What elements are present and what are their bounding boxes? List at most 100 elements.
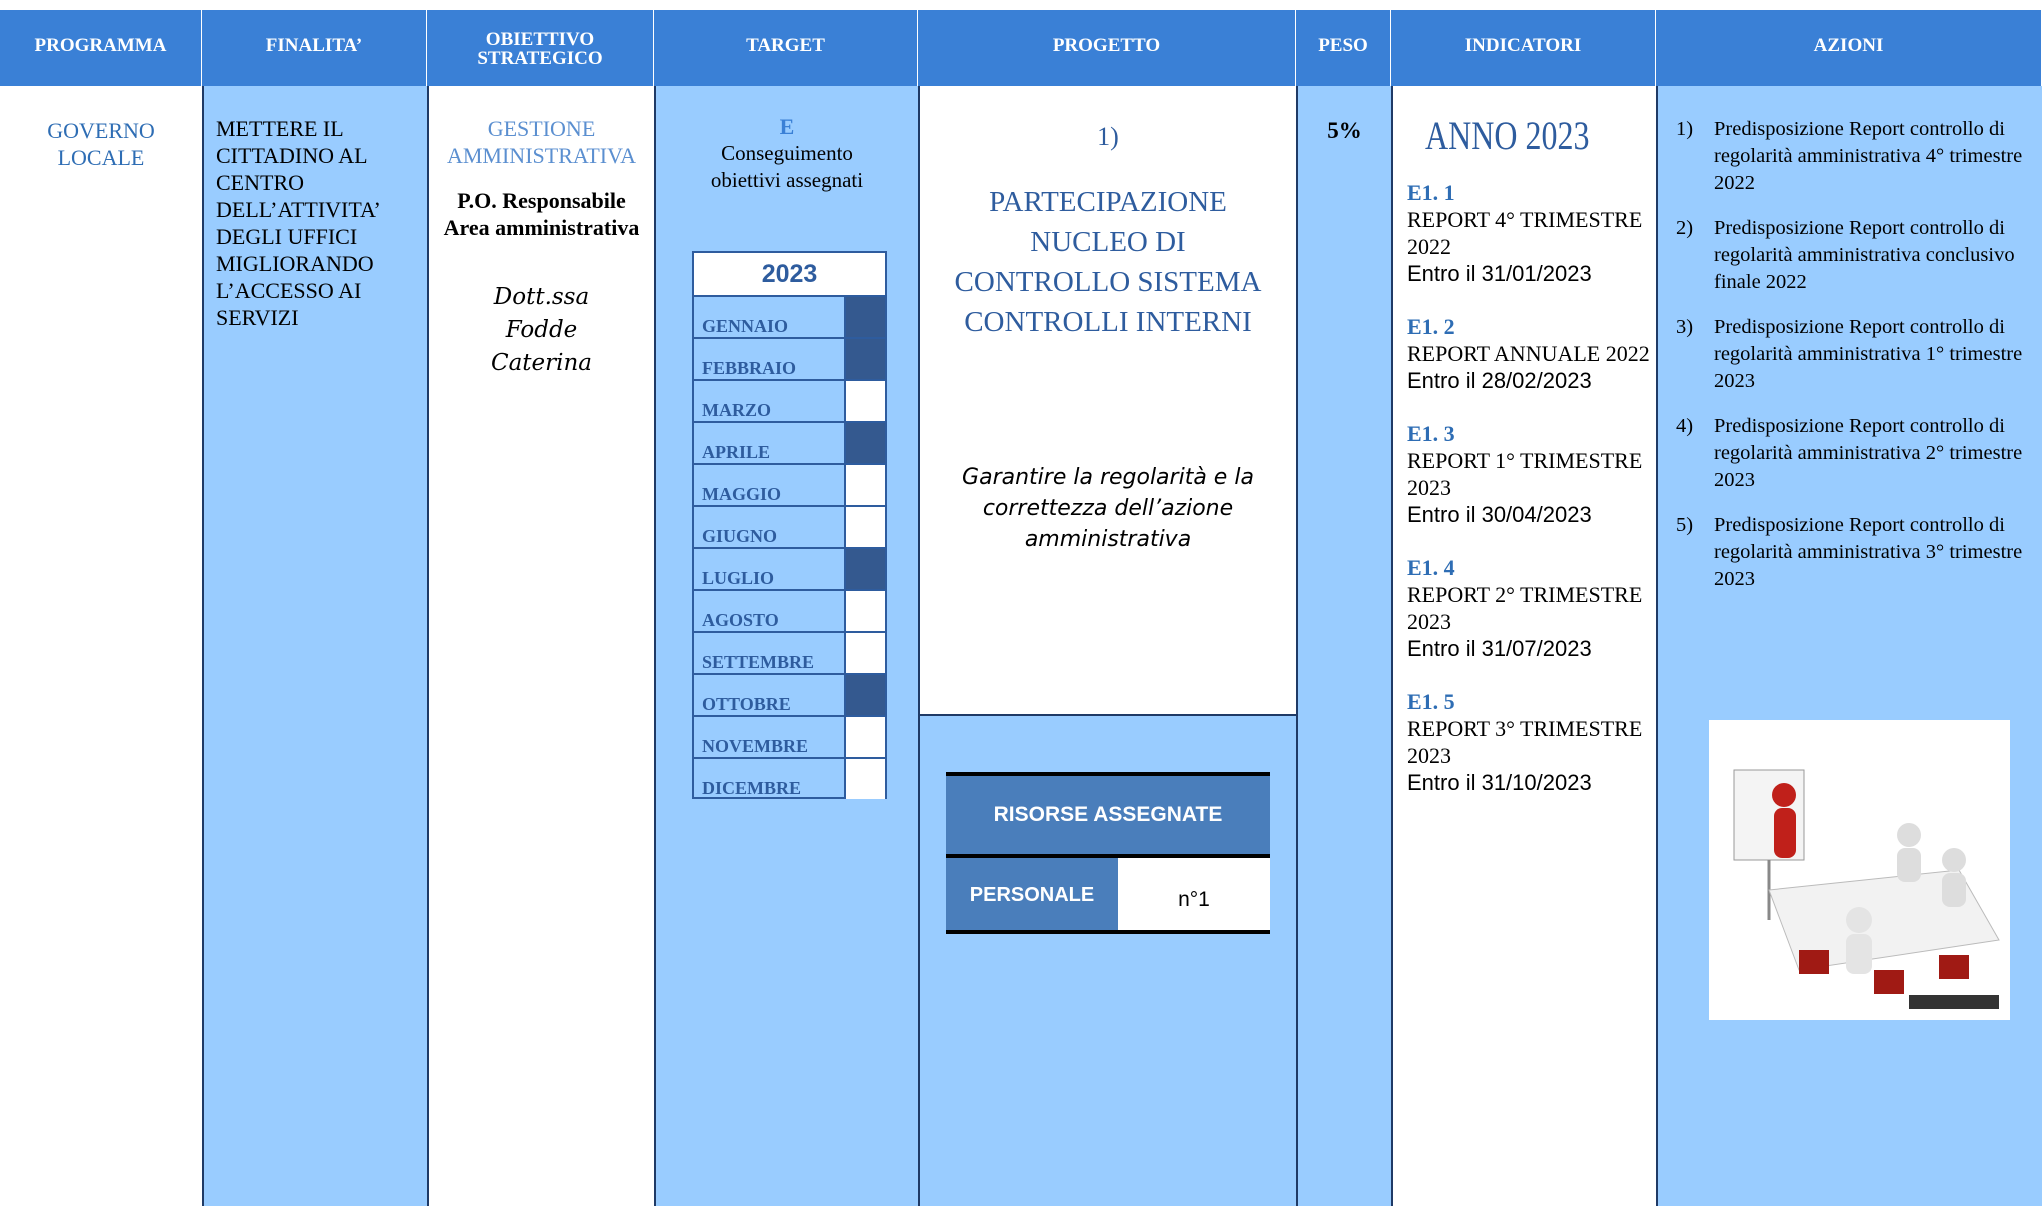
column-header: PROGRAMMA	[0, 10, 202, 86]
action: 2) Predisposizione Report controllo di re…	[1676, 215, 2032, 296]
month-marker	[844, 717, 885, 757]
indicator-list: E1. 1 REPORT 4° TRIMESTRE 2022 Entro il 31…	[1407, 179, 1656, 796]
indicator: E1. 3 REPORT 1° TRIMESTRE 2023 Entro il 30…	[1407, 420, 1656, 528]
month-marker	[844, 423, 885, 463]
column-header: PROGETTO	[918, 10, 1296, 86]
month-name: MARZO	[702, 400, 771, 420]
indicator-text: REPORT 1° TRIMESTRE 2023	[1407, 448, 1643, 500]
indicator-deadline: Entro il 31/07/2023	[1407, 636, 1592, 661]
month-row: FEBBRAIO	[694, 337, 885, 381]
target-code: E	[779, 114, 795, 139]
month-row: GIUGNO	[694, 505, 885, 549]
month-name: GIUGNO	[702, 526, 778, 546]
column-header: INDICATORI	[1391, 10, 1656, 86]
month-row: OTTOBRE	[694, 673, 885, 717]
meeting-illustration	[1709, 720, 2010, 1020]
month-row: LUGLIO	[694, 547, 885, 591]
column-header: FINALITA’	[202, 10, 427, 86]
top-margin	[0, 0, 2042, 10]
action-number: 4)	[1676, 415, 1694, 437]
month-marker	[844, 633, 885, 673]
indicator-text: REPORT ANNUALE 2022	[1407, 341, 1650, 366]
action-number: 5)	[1676, 514, 1694, 536]
action-list: 1) Predisposizione Report controllo di re…	[1676, 116, 2032, 593]
month-name: OTTOBRE	[702, 694, 791, 714]
indicator-code: E1. 2	[1407, 314, 1455, 339]
progetto-number: 1)	[1097, 122, 1119, 151]
action-number: 3)	[1676, 316, 1694, 338]
month-marker	[844, 507, 885, 547]
month-table: 2023 GENNAIO FEBBRAIO MARZO APRILE MAGGIO GIU…	[692, 251, 887, 799]
target-description: Conseguimento obiettivi assegnati	[710, 141, 864, 192]
resources-title: RISORSE ASSEGNATE	[946, 772, 1270, 858]
progetto-goal: Garantire la regolarità e la correttezza…	[962, 465, 1254, 552]
obiettivo-responsabile: P.O. Responsabile Area amministrativa	[443, 188, 640, 240]
finalita-cell: METTERE IL CITTADINO AL CENTRO DELL’ATTI…	[202, 86, 427, 1206]
column-header: AZIONI	[1656, 10, 2042, 86]
action: 1) Predisposizione Report controllo di re…	[1676, 116, 2032, 197]
month-name: DICEMBRE	[702, 778, 802, 798]
indicator-code: E1. 5	[1407, 689, 1455, 714]
indicator-code: E1. 3	[1407, 421, 1455, 446]
month-row: NOVEMBRE	[694, 715, 885, 759]
obiettivo-nome: Dott.ssa Fodde Caterina	[490, 284, 593, 376]
month-marker	[844, 759, 885, 799]
indicator-deadline: Entro il 31/10/2023	[1407, 770, 1592, 795]
indicator: E1. 1 REPORT 4° TRIMESTRE 2022 Entro il 31…	[1407, 179, 1656, 287]
azioni-cell: 1) Predisposizione Report controllo di re…	[1656, 86, 2042, 1206]
month-row: AGOSTO	[694, 589, 885, 633]
indicatori-cell: ANNO 2023 E1. 1 REPORT 4° TRIMESTRE 2022 E…	[1391, 86, 1656, 1206]
action-number: 1)	[1676, 118, 1694, 140]
indicatori-title: ANNO 2023	[1425, 113, 1590, 158]
indicator-text: REPORT 4° TRIMESTRE 2022	[1407, 207, 1643, 259]
action: 5) Predisposizione Report controllo di re…	[1676, 512, 2032, 593]
month-marker	[844, 339, 885, 379]
month-row: APRILE	[694, 421, 885, 465]
indicator: E1. 2 REPORT ANNUALE 2022 Entro il 28/02/2…	[1407, 313, 1656, 394]
month-marker	[844, 381, 885, 421]
finalita: METTERE IL CITTADINO AL CENTRO DELL’ATTI…	[216, 116, 380, 330]
indicator-deadline: Entro il 30/04/2023	[1407, 502, 1592, 527]
indicator: E1. 4 REPORT 2° TRIMESTRE 2023 Entro il 31…	[1407, 554, 1656, 662]
month-name: AGOSTO	[702, 610, 779, 630]
progetto-title: PARTECIPAZIONE NUCLEO DI CONTROLLO SISTE…	[954, 186, 1262, 338]
month-marker	[844, 549, 885, 589]
month-name: LUGLIO	[702, 568, 775, 588]
action: 3) Predisposizione Report controllo di re…	[1676, 314, 2032, 395]
programma: GOVERNO LOCALE	[47, 118, 155, 170]
resources-value: n°1	[1118, 858, 1270, 934]
action-number: 2)	[1676, 217, 1694, 239]
month-name: APRILE	[702, 442, 771, 462]
programma-cell: GOVERNO LOCALE	[0, 86, 202, 1206]
indicator-text: REPORT 2° TRIMESTRE 2023	[1407, 582, 1643, 634]
progetto-cell: 1) PARTECIPAZIONE NUCLEO DI CONTROLLO SI…	[918, 86, 1296, 1206]
month-table-year: 2023	[694, 253, 885, 295]
month-name: FEBBRAIO	[702, 358, 797, 378]
column-header: OBIETTIVO STRATEGICO	[427, 10, 654, 86]
target-cell: E Conseguimento obiettivi assegnati 2023…	[654, 86, 918, 1206]
action-text: Predisposizione Report controllo di rego…	[1714, 415, 2023, 491]
peso-cell: 5%	[1296, 86, 1391, 1206]
action-text: Predisposizione Report controllo di rego…	[1714, 316, 2023, 392]
indicator-text: REPORT 3° TRIMESTRE 2023	[1407, 716, 1643, 768]
column-header: PESO	[1296, 10, 1391, 86]
month-row: GENNAIO	[694, 295, 885, 339]
month-marker	[844, 591, 885, 631]
indicator-code: E1. 1	[1407, 180, 1455, 205]
month-row: SETTEMBRE	[694, 631, 885, 675]
month-marker	[844, 675, 885, 715]
action-text: Predisposizione Report controllo di rego…	[1714, 118, 2023, 194]
indicator-deadline: Entro il 28/02/2023	[1407, 368, 1592, 393]
action-text: Predisposizione Report controllo di rego…	[1714, 217, 2015, 293]
month-marker	[844, 297, 885, 337]
month-name: SETTEMBRE	[702, 652, 815, 672]
month-marker	[844, 465, 885, 505]
month-row: MARZO	[694, 379, 885, 423]
action-text: Predisposizione Report controllo di rego…	[1714, 514, 2023, 590]
indicator-code: E1. 4	[1407, 555, 1455, 580]
indicator-deadline: Entro il 31/01/2023	[1407, 261, 1592, 286]
month-name: GENNAIO	[702, 316, 789, 336]
month-row: MAGGIO	[694, 463, 885, 507]
indicator: E1. 5 REPORT 3° TRIMESTRE 2023 Entro il 31…	[1407, 688, 1656, 796]
